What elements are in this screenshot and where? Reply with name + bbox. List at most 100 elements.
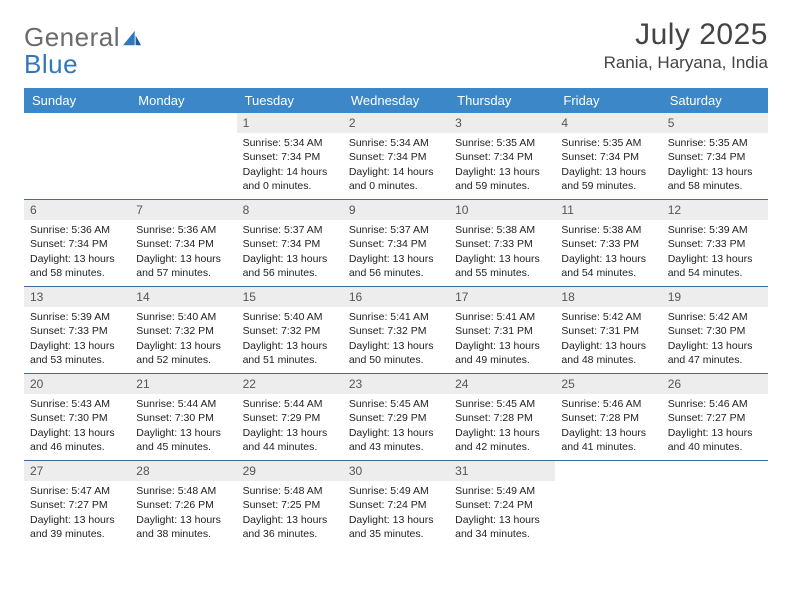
day-number: 12 xyxy=(662,200,768,220)
header: GeneralBlue July 2025 Rania, Haryana, In… xyxy=(24,18,768,80)
day-number: 15 xyxy=(237,287,343,307)
day-cell: 13 Sunrise: 5:39 AMSunset: 7:33 PMDayligh… xyxy=(24,287,130,373)
sunrise-text: Sunrise: 5:49 AM xyxy=(455,484,549,498)
sunset-text: Sunset: 7:25 PM xyxy=(243,498,337,512)
day-cell-blank xyxy=(24,113,130,199)
sunrise-text: Sunrise: 5:44 AM xyxy=(136,397,230,411)
day-number: 4 xyxy=(555,113,661,133)
day-cell: 6Sunrise: 5:36 AMSunset: 7:34 PMDaylight… xyxy=(24,200,130,286)
day-body: Sunrise: 5:41 AMSunset: 7:32 PMDaylight:… xyxy=(343,310,449,367)
day-cell: 9Sunrise: 5:37 AMSunset: 7:34 PMDaylight… xyxy=(343,200,449,286)
daylight-text: Daylight: 13 hours and 34 minutes. xyxy=(455,513,549,541)
sunset-text: Sunset: 7:28 PM xyxy=(455,411,549,425)
daylight-text: Daylight: 13 hours and 46 minutes. xyxy=(30,426,124,454)
sunset-text: Sunset: 7:31 PM xyxy=(561,324,655,338)
day-number: 17 xyxy=(449,287,555,307)
day-cell: 15 Sunrise: 5:40 AMSunset: 7:32 PMDayligh… xyxy=(237,287,343,373)
day-body: Sunrise: 5:34 AMSunset: 7:34 PMDaylight:… xyxy=(237,136,343,193)
daylight-text: Daylight: 13 hours and 50 minutes. xyxy=(349,339,443,367)
day-number: 13 xyxy=(24,287,130,307)
sunrise-text: Sunrise: 5:45 AM xyxy=(349,397,443,411)
sunset-text: Sunset: 7:28 PM xyxy=(561,411,655,425)
day-body: Sunrise: 5:35 AMSunset: 7:34 PMDaylight:… xyxy=(449,136,555,193)
sunrise-text: Sunrise: 5:47 AM xyxy=(30,484,124,498)
sunset-text: Sunset: 7:27 PM xyxy=(30,498,124,512)
day-cell-blank xyxy=(130,113,236,199)
day-number: 2 xyxy=(343,113,449,133)
sunset-text: Sunset: 7:34 PM xyxy=(30,237,124,251)
weeks-container: 1Sunrise: 5:34 AMSunset: 7:34 PMDaylight… xyxy=(24,113,768,547)
daylight-text: Daylight: 13 hours and 41 minutes. xyxy=(561,426,655,454)
daylight-text: Daylight: 13 hours and 40 minutes. xyxy=(668,426,762,454)
day-body: Sunrise: 5:45 AMSunset: 7:28 PMDaylight:… xyxy=(449,397,555,454)
sunset-text: Sunset: 7:34 PM xyxy=(455,150,549,164)
sunrise-text: Sunrise: 5:34 AM xyxy=(349,136,443,150)
sunset-text: Sunset: 7:29 PM xyxy=(243,411,337,425)
day-cell: 31Sunrise: 5:49 AMSunset: 7:24 PMDayligh… xyxy=(449,461,555,547)
day-number xyxy=(555,461,661,481)
daylight-text: Daylight: 13 hours and 56 minutes. xyxy=(349,252,443,280)
day-header: Monday xyxy=(130,88,236,113)
day-body: Sunrise: 5:35 AMSunset: 7:34 PMDaylight:… xyxy=(662,136,768,193)
calendar-page: GeneralBlue July 2025 Rania, Haryana, In… xyxy=(0,0,792,612)
daylight-text: Daylight: 13 hours and 54 minutes. xyxy=(561,252,655,280)
day-header: Thursday xyxy=(449,88,555,113)
logo: GeneralBlue xyxy=(24,22,142,80)
day-number: 19 xyxy=(662,287,768,307)
day-cell: 16Sunrise: 5:41 AMSunset: 7:32 PMDayligh… xyxy=(343,287,449,373)
day-number: 23 xyxy=(343,374,449,394)
sunrise-text: Sunrise: 5:41 AM xyxy=(455,310,549,324)
daylight-text: Daylight: 13 hours and 54 minutes. xyxy=(668,252,762,280)
day-cell-blank xyxy=(555,461,661,547)
day-number: 20 xyxy=(24,374,130,394)
day-number xyxy=(24,113,130,133)
daylight-text: Daylight: 13 hours and 51 minutes. xyxy=(243,339,337,367)
day-body: Sunrise: 5:36 AMSunset: 7:34 PMDaylight:… xyxy=(130,223,236,280)
day-number: 29 xyxy=(237,461,343,481)
sunset-text: Sunset: 7:30 PM xyxy=(668,324,762,338)
sail-icon xyxy=(122,24,142,55)
sunrise-text: Sunrise: 5:49 AM xyxy=(349,484,443,498)
sunset-text: Sunset: 7:27 PM xyxy=(668,411,762,425)
sunrise-text: Sunrise: 5:35 AM xyxy=(668,136,762,150)
day-number: 21 xyxy=(130,374,236,394)
week-row: 6Sunrise: 5:36 AMSunset: 7:34 PMDaylight… xyxy=(24,200,768,287)
day-body: Sunrise: 5:40 AMSunset: 7:32 PMDaylight:… xyxy=(237,310,343,367)
sunrise-text: Sunrise: 5:35 AM xyxy=(455,136,549,150)
week-row: 20Sunrise: 5:43 AMSunset: 7:30 PMDayligh… xyxy=(24,374,768,461)
sunrise-text: Sunrise: 5:42 AM xyxy=(561,310,655,324)
day-cell: 17Sunrise: 5:41 AMSunset: 7:31 PMDayligh… xyxy=(449,287,555,373)
day-cell: 21Sunrise: 5:44 AMSunset: 7:30 PMDayligh… xyxy=(130,374,236,460)
day-cell: 10Sunrise: 5:38 AMSunset: 7:33 PMDayligh… xyxy=(449,200,555,286)
day-body: Sunrise: 5:35 AMSunset: 7:34 PMDaylight:… xyxy=(555,136,661,193)
day-number: 18 xyxy=(555,287,661,307)
day-body: Sunrise: 5:46 AMSunset: 7:27 PMDaylight:… xyxy=(662,397,768,454)
sunrise-text: Sunrise: 5:39 AM xyxy=(668,223,762,237)
daylight-text: Daylight: 13 hours and 52 minutes. xyxy=(136,339,230,367)
daylight-text: Daylight: 13 hours and 39 minutes. xyxy=(30,513,124,541)
day-cell: 20Sunrise: 5:43 AMSunset: 7:30 PMDayligh… xyxy=(24,374,130,460)
day-cell: 29Sunrise: 5:48 AMSunset: 7:25 PMDayligh… xyxy=(237,461,343,547)
daylight-text: Daylight: 13 hours and 53 minutes. xyxy=(30,339,124,367)
day-number: 7 xyxy=(130,200,236,220)
day-body: Sunrise: 5:39 AMSunset: 7:33 PMDaylight:… xyxy=(24,310,130,367)
sunrise-text: Sunrise: 5:36 AM xyxy=(30,223,124,237)
daylight-text: Daylight: 13 hours and 48 minutes. xyxy=(561,339,655,367)
day-cell: 27Sunrise: 5:47 AMSunset: 7:27 PMDayligh… xyxy=(24,461,130,547)
day-body: Sunrise: 5:42 AMSunset: 7:30 PMDaylight:… xyxy=(662,310,768,367)
day-number: 1 xyxy=(237,113,343,133)
sunrise-text: Sunrise: 5:37 AM xyxy=(349,223,443,237)
day-body: Sunrise: 5:49 AMSunset: 7:24 PMDaylight:… xyxy=(343,484,449,541)
day-number: 22 xyxy=(237,374,343,394)
sunrise-text: Sunrise: 5:48 AM xyxy=(136,484,230,498)
sunset-text: Sunset: 7:34 PM xyxy=(349,237,443,251)
daylight-text: Daylight: 13 hours and 38 minutes. xyxy=(136,513,230,541)
day-cell: 5Sunrise: 5:35 AMSunset: 7:34 PMDaylight… xyxy=(662,113,768,199)
sunset-text: Sunset: 7:29 PM xyxy=(349,411,443,425)
sunrise-text: Sunrise: 5:46 AM xyxy=(668,397,762,411)
sunset-text: Sunset: 7:34 PM xyxy=(668,150,762,164)
sunset-text: Sunset: 7:24 PM xyxy=(455,498,549,512)
day-header: Friday xyxy=(555,88,661,113)
sunrise-text: Sunrise: 5:42 AM xyxy=(668,310,762,324)
day-header: Tuesday xyxy=(237,88,343,113)
